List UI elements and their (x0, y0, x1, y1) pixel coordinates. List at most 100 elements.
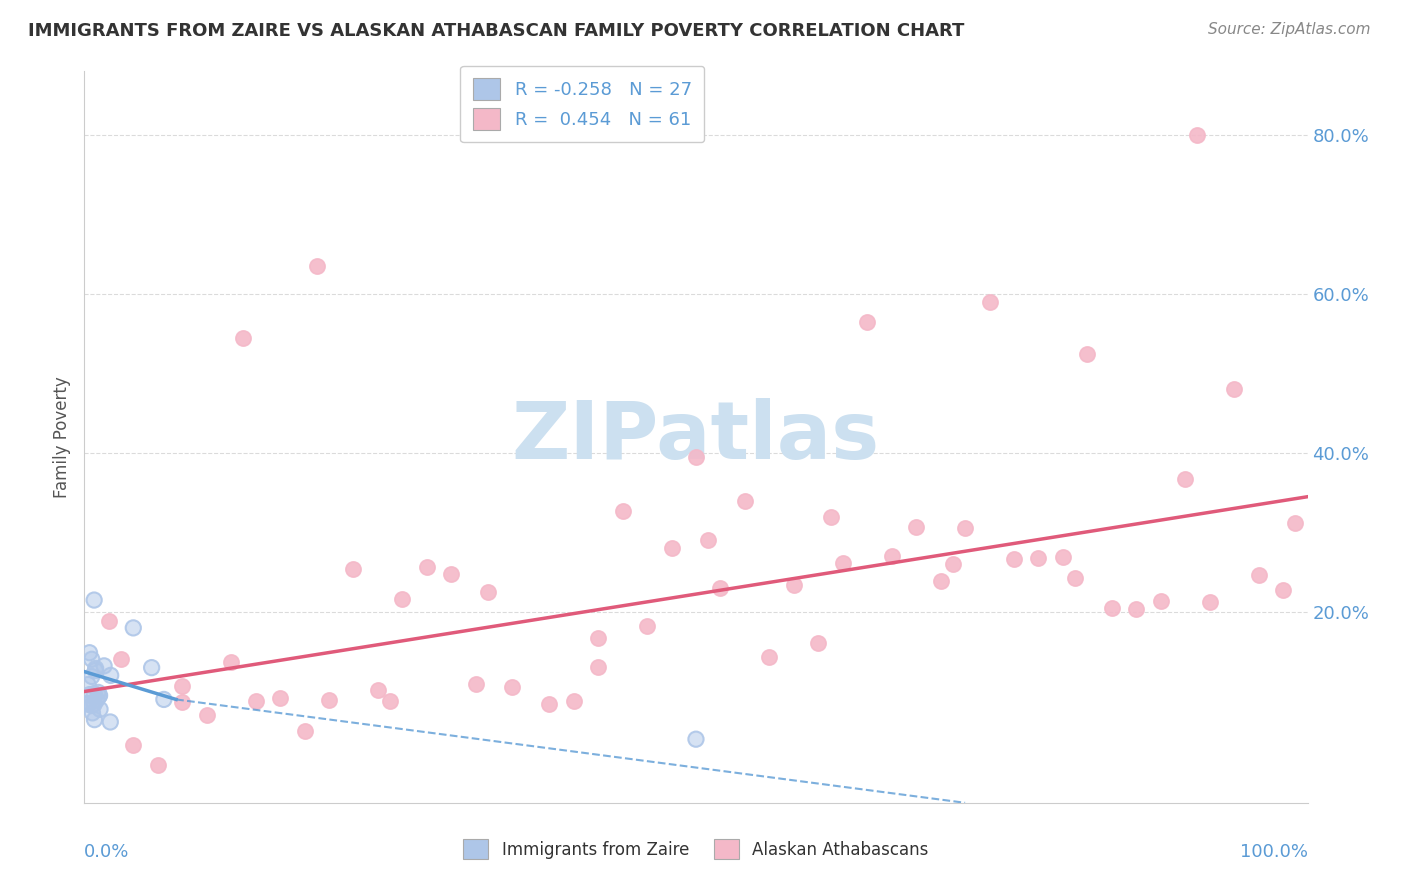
Point (83, 687, 105, 701)
Point (1284, 516, 1306, 531)
Point (440, 567, 463, 582)
Text: 100.0%: 100.0% (1240, 843, 1308, 861)
Point (1101, 601, 1123, 615)
Point (905, 520, 928, 534)
Point (79, 688, 101, 702)
Point (538, 697, 561, 711)
Point (612, 503, 634, 517)
Point (80, 698, 103, 713)
Point (87, 685, 110, 699)
Point (75, 697, 97, 711)
Point (98, 714, 121, 729)
Text: 0.0%: 0.0% (84, 843, 129, 861)
Text: Source: ZipAtlas.com: Source: ZipAtlas.com (1208, 22, 1371, 37)
Point (305, 259, 328, 273)
Point (93, 658, 115, 673)
Point (416, 560, 439, 574)
Point (1198, 595, 1220, 609)
Point (141, 660, 163, 674)
Point (1247, 567, 1270, 582)
Point (75, 697, 97, 711)
Point (83, 713, 105, 727)
Point (87, 689, 110, 703)
Point (84, 664, 107, 678)
Point (318, 693, 340, 707)
Text: IMMIGRANTS FROM ZAIRE VS ALASKAN ATHABASCAN FAMILY POVERTY CORRELATION CHART: IMMIGRANTS FROM ZAIRE VS ALASKAN ATHABAS… (28, 22, 965, 40)
Point (342, 562, 364, 576)
Point (79, 646, 101, 660)
Point (82, 706, 104, 720)
Point (758, 649, 780, 664)
Point (87, 689, 110, 703)
Point (77, 697, 100, 711)
Point (1187, 128, 1209, 142)
Point (80, 669, 103, 683)
Point (83, 698, 105, 712)
Point (93, 658, 115, 673)
Point (953, 521, 976, 535)
Point (685, 732, 707, 747)
Point (97, 614, 120, 628)
Point (83, 593, 105, 607)
Point (86, 693, 108, 707)
Point (232, 331, 254, 345)
Point (502, 680, 524, 694)
Point (783, 578, 806, 592)
Point (83, 698, 105, 712)
Point (141, 660, 163, 674)
Point (110, 652, 132, 666)
Point (77, 697, 100, 711)
Point (122, 738, 145, 752)
Point (172, 695, 194, 709)
Y-axis label: Family Poverty: Family Poverty (53, 376, 72, 498)
Point (84, 661, 107, 675)
Point (172, 679, 194, 693)
Point (831, 557, 853, 571)
Point (83, 687, 105, 701)
Point (83, 713, 105, 727)
Point (1002, 551, 1025, 566)
Point (942, 557, 965, 571)
Point (122, 621, 145, 635)
Point (586, 631, 609, 645)
Point (153, 692, 176, 706)
Point (100, 668, 122, 682)
Point (87, 685, 110, 699)
Point (734, 494, 756, 508)
Point (245, 694, 267, 708)
Point (636, 619, 658, 633)
Point (89, 689, 111, 703)
Point (685, 450, 707, 464)
Point (820, 510, 842, 524)
Point (98, 714, 121, 729)
Point (380, 694, 402, 708)
Point (1076, 346, 1098, 360)
Point (89, 689, 111, 703)
Point (80, 652, 103, 666)
Point (195, 707, 218, 722)
Point (586, 660, 609, 674)
Point (269, 690, 291, 705)
Point (367, 682, 389, 697)
Point (709, 582, 731, 596)
Point (77, 677, 100, 691)
Point (807, 636, 830, 650)
Point (1028, 551, 1050, 566)
Point (979, 294, 1001, 309)
Text: ZIPatlas: ZIPatlas (512, 398, 880, 476)
Point (477, 585, 499, 599)
Point (122, 621, 145, 635)
Point (80, 669, 103, 683)
Point (89, 702, 111, 716)
Point (391, 592, 413, 607)
Point (1125, 601, 1147, 615)
Point (661, 541, 683, 556)
Point (1272, 583, 1295, 598)
Point (1052, 549, 1074, 564)
Point (1174, 472, 1197, 486)
Point (1064, 571, 1087, 585)
Point (86, 693, 108, 707)
Point (89, 702, 111, 716)
Point (146, 757, 169, 772)
Legend: Immigrants from Zaire, Alaskan Athabascans: Immigrants from Zaire, Alaskan Athabasca… (456, 830, 936, 868)
